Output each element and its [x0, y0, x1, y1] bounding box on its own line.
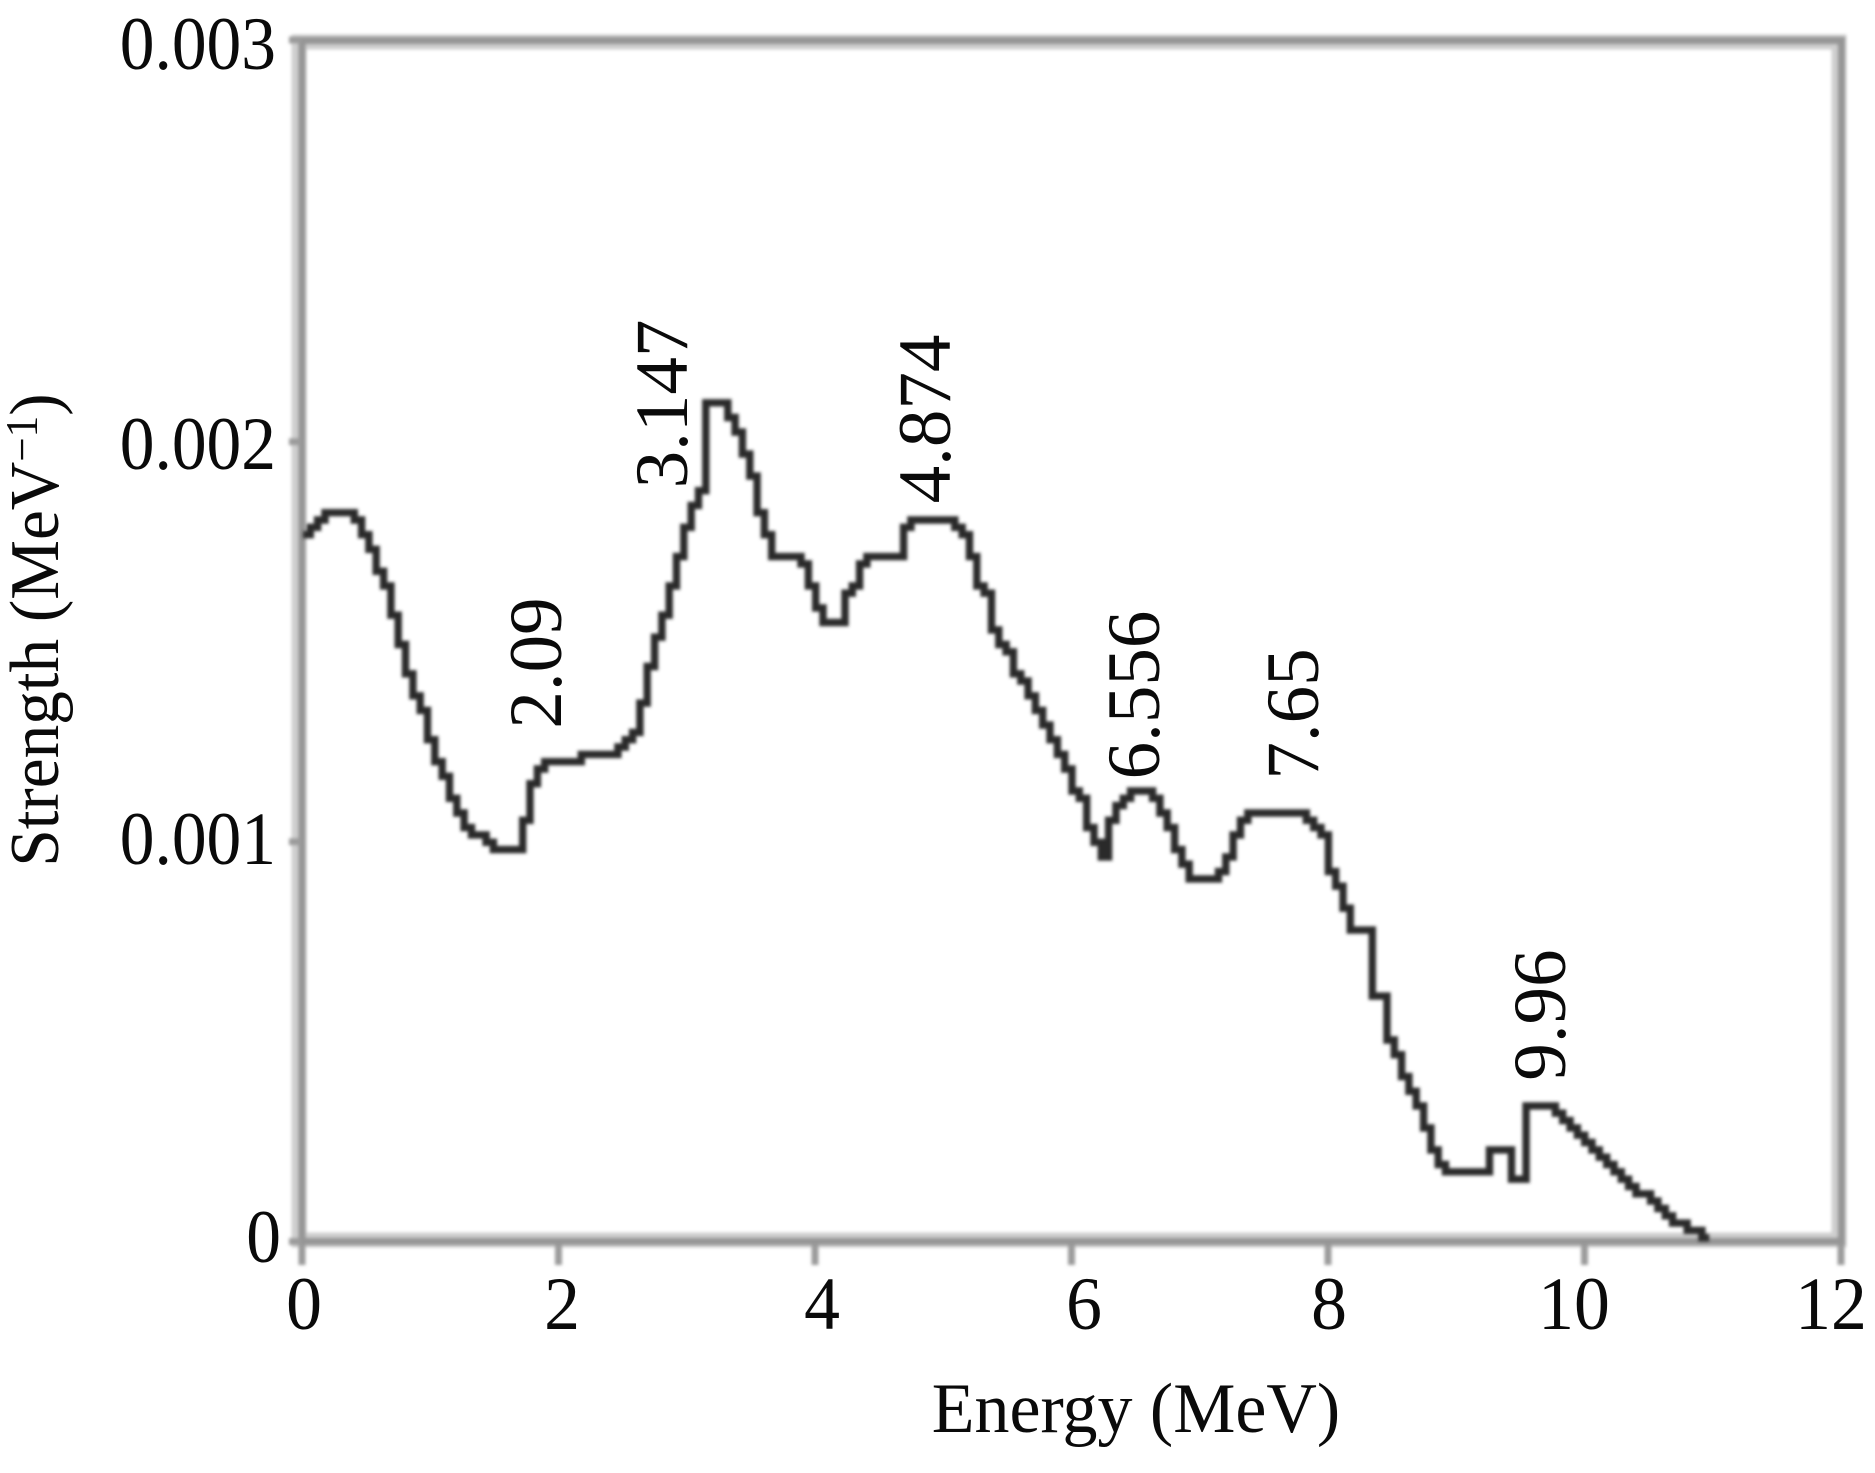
svg-text:12: 12 [1795, 1261, 1867, 1345]
svg-text:0: 0 [286, 1261, 322, 1345]
svg-text:10: 10 [1538, 1261, 1610, 1345]
svg-text:4: 4 [804, 1261, 840, 1345]
svg-text:0.002: 0.002 [120, 401, 276, 485]
svg-text:7.65: 7.65 [1252, 648, 1335, 779]
svg-text:3.147: 3.147 [621, 320, 704, 489]
svg-text:8: 8 [1311, 1261, 1347, 1345]
svg-text:6: 6 [1066, 1261, 1102, 1345]
svg-text:2.09: 2.09 [495, 597, 578, 728]
svg-text:2: 2 [544, 1261, 580, 1345]
svg-text:0.001: 0.001 [120, 796, 276, 880]
svg-text:9.96: 9.96 [1499, 949, 1582, 1080]
svg-text:Strength (MeV−1): Strength (MeV−1) [0, 393, 73, 866]
svg-text:Energy (MeV): Energy (MeV) [932, 1370, 1340, 1449]
svg-text:0.003: 0.003 [120, 1, 276, 85]
svg-text:6.556: 6.556 [1093, 611, 1176, 780]
svg-text:0: 0 [246, 1194, 281, 1278]
svg-text:4.874: 4.874 [884, 335, 967, 504]
